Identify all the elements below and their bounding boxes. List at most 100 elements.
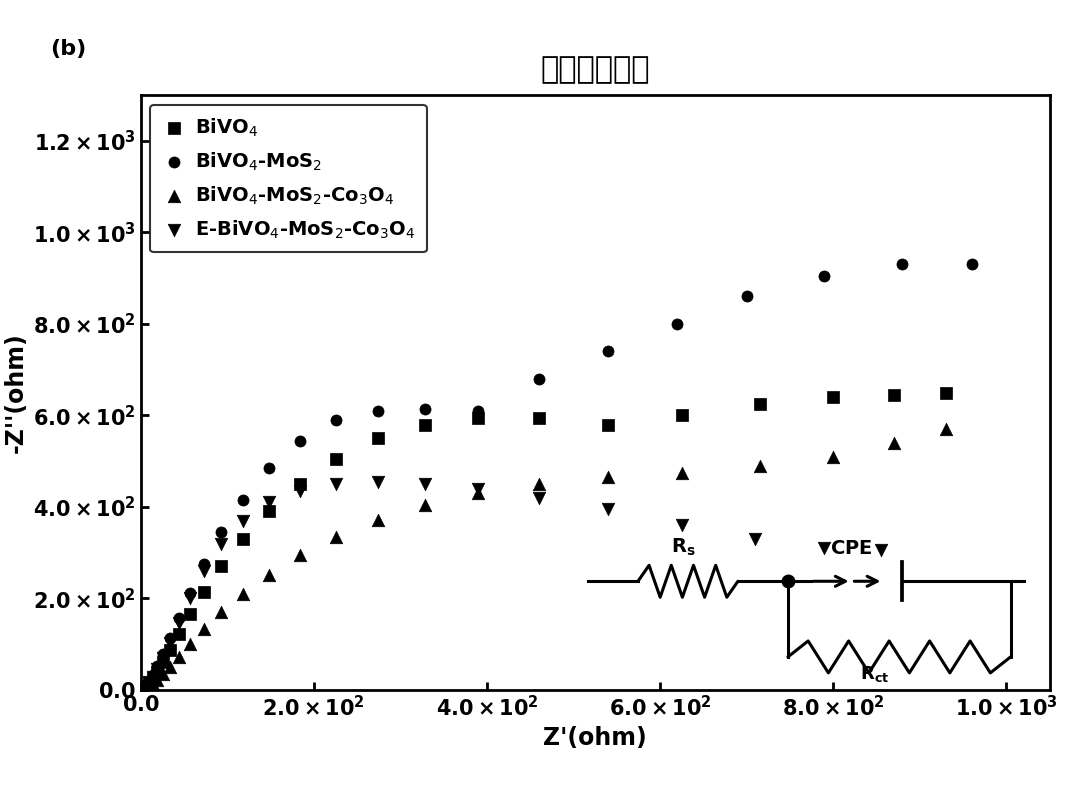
- BiVO$_4$-MoS$_2$-Co$_3$O$_4$: [824, 450, 842, 463]
- BiVO$_4$-MoS$_2$-Co$_3$O$_4$: [134, 683, 151, 695]
- BiVO$_4$-MoS$_2$-Co$_3$O$_4$: [291, 549, 308, 561]
- E-BiVO$_4$-MoS$_2$-Co$_3$O$_4$: [234, 515, 251, 527]
- Legend: BiVO$_4$, BiVO$_4$-MoS$_2$, BiVO$_4$-MoS$_2$-Co$_3$O$_4$, E-BiVO$_4$-MoS$_2$-Co$: BiVO$_4$, BiVO$_4$-MoS$_2$, BiVO$_4$-MoS…: [150, 105, 427, 252]
- BiVO$_4$-MoS$_2$: [369, 404, 386, 417]
- BiVO$_4$: [937, 386, 954, 399]
- BiVO$_4$-MoS$_2$-Co$_3$O$_4$: [195, 623, 212, 635]
- BiVO$_4$: [260, 505, 277, 518]
- Text: $\mathbf{R_s}$: $\mathbf{R_s}$: [671, 537, 696, 558]
- E-BiVO$_4$-MoS$_2$-Co$_3$O$_4$: [212, 538, 229, 551]
- E-BiVO$_4$-MoS$_2$-Co$_3$O$_4$: [137, 680, 155, 692]
- BiVO$_4$: [161, 644, 179, 657]
- BiVO$_4$-MoS$_2$-Co$_3$O$_4$: [885, 436, 902, 449]
- E-BiVO$_4$-MoS$_2$-Co$_3$O$_4$: [161, 637, 179, 649]
- X-axis label: Z'(ohm): Z'(ohm): [543, 726, 647, 749]
- BiVO$_4$: [599, 418, 617, 431]
- BiVO$_4$: [141, 676, 158, 689]
- BiVO$_4$-MoS$_2$: [530, 373, 547, 385]
- BiVO$_4$-MoS$_2$-Co$_3$O$_4$: [148, 673, 166, 686]
- BiVO$_4$: [673, 409, 690, 422]
- BiVO$_4$-MoS$_2$-Co$_3$O$_4$: [144, 677, 161, 690]
- E-BiVO$_4$-MoS$_2$-Co$_3$O$_4$: [599, 503, 617, 515]
- BiVO$_4$-MoS$_2$: [170, 611, 187, 624]
- BiVO$_4$: [530, 412, 547, 424]
- BiVO$_4$-MoS$_2$-Co$_3$O$_4$: [141, 680, 158, 692]
- E-BiVO$_4$-MoS$_2$-Co$_3$O$_4$: [369, 475, 386, 488]
- Title: 可见光照射下: 可见光照射下: [540, 56, 650, 85]
- E-BiVO$_4$-MoS$_2$-Co$_3$O$_4$: [155, 652, 172, 665]
- BiVO$_4$: [155, 656, 172, 668]
- BiVO$_4$: [137, 680, 155, 692]
- BiVO$_4$-MoS$_2$-Co$_3$O$_4$: [212, 606, 229, 619]
- BiVO$_4$-MoS$_2$: [599, 345, 617, 358]
- BiVO$_4$-MoS$_2$-Co$_3$O$_4$: [751, 459, 768, 472]
- BiVO$_4$: [470, 412, 487, 424]
- E-BiVO$_4$-MoS$_2$-Co$_3$O$_4$: [415, 477, 433, 490]
- E-BiVO$_4$-MoS$_2$-Co$_3$O$_4$: [144, 670, 161, 683]
- BiVO$_4$: [182, 608, 199, 621]
- E-BiVO$_4$-MoS$_2$-Co$_3$O$_4$: [328, 477, 345, 490]
- BiVO$_4$: [824, 391, 842, 404]
- BiVO$_4$-MoS$_2$-Co$_3$O$_4$: [170, 650, 187, 663]
- BiVO$_4$-MoS$_2$-Co$_3$O$_4$: [415, 499, 433, 511]
- E-BiVO$_4$-MoS$_2$-Co$_3$O$_4$: [134, 682, 151, 695]
- BiVO$_4$: [212, 560, 229, 573]
- BiVO$_4$-MoS$_2$-Co$_3$O$_4$: [260, 569, 277, 581]
- BiVO$_4$-MoS$_2$: [415, 402, 433, 415]
- Y-axis label: -Z''(ohm): -Z''(ohm): [3, 332, 27, 453]
- BiVO$_4$-MoS$_2$: [894, 258, 911, 270]
- BiVO$_4$-MoS$_2$-Co$_3$O$_4$: [470, 487, 487, 500]
- BiVO$_4$-MoS$_2$: [234, 494, 251, 507]
- BiVO$_4$: [144, 672, 161, 684]
- BiVO$_4$-MoS$_2$: [144, 668, 161, 681]
- BiVO$_4$-MoS$_2$: [137, 679, 155, 691]
- BiVO$_4$-MoS$_2$: [291, 435, 308, 447]
- BiVO$_4$-MoS$_2$: [260, 462, 277, 474]
- BiVO$_4$-MoS$_2$-Co$_3$O$_4$: [155, 668, 172, 680]
- BiVO$_4$-MoS$_2$-Co$_3$O$_4$: [328, 531, 345, 543]
- BiVO$_4$-MoS$_2$-Co$_3$O$_4$: [530, 477, 547, 490]
- BiVO$_4$: [885, 389, 902, 401]
- BiVO$_4$-MoS$_2$: [182, 587, 199, 600]
- BiVO$_4$-MoS$_2$-Co$_3$O$_4$: [369, 513, 386, 526]
- BiVO$_4$: [234, 533, 251, 546]
- Text: $\mathbf{R_{ct}}$: $\mathbf{R_{ct}}$: [859, 665, 889, 684]
- BiVO$_4$-MoS$_2$: [669, 317, 686, 330]
- BiVO$_4$: [148, 665, 166, 678]
- BiVO$_4$-MoS$_2$: [195, 557, 212, 570]
- BiVO$_4$: [291, 477, 308, 490]
- E-BiVO$_4$-MoS$_2$-Co$_3$O$_4$: [673, 519, 690, 531]
- BiVO$_4$-MoS$_2$: [738, 290, 755, 303]
- BiVO$_4$: [369, 432, 386, 445]
- BiVO$_4$-MoS$_2$-Co$_3$O$_4$: [234, 588, 251, 600]
- BiVO$_4$: [195, 585, 212, 598]
- BiVO$_4$: [751, 397, 768, 410]
- BiVO$_4$-MoS$_2$-Co$_3$O$_4$: [673, 466, 690, 479]
- BiVO$_4$-MoS$_2$-Co$_3$O$_4$: [137, 681, 155, 694]
- E-BiVO$_4$-MoS$_2$-Co$_3$O$_4$: [182, 592, 199, 605]
- E-BiVO$_4$-MoS$_2$-Co$_3$O$_4$: [170, 616, 187, 629]
- E-BiVO$_4$-MoS$_2$-Co$_3$O$_4$: [872, 544, 889, 557]
- BiVO$_4$-MoS$_2$: [328, 414, 345, 427]
- BiVO$_4$: [415, 418, 433, 431]
- BiVO$_4$-MoS$_2$: [816, 270, 833, 282]
- E-BiVO$_4$-MoS$_2$-Co$_3$O$_4$: [195, 565, 212, 577]
- E-BiVO$_4$-MoS$_2$-Co$_3$O$_4$: [260, 496, 277, 508]
- BiVO$_4$-MoS$_2$-Co$_3$O$_4$: [937, 423, 954, 435]
- BiVO$_4$: [328, 453, 345, 465]
- BiVO$_4$-MoS$_2$-Co$_3$O$_4$: [599, 471, 617, 484]
- E-BiVO$_4$-MoS$_2$-Co$_3$O$_4$: [141, 676, 158, 688]
- E-BiVO$_4$-MoS$_2$-Co$_3$O$_4$: [470, 482, 487, 495]
- BiVO$_4$-MoS$_2$: [161, 632, 179, 645]
- BiVO$_4$: [170, 628, 187, 641]
- BiVO$_4$: [134, 682, 151, 695]
- BiVO$_4$-MoS$_2$-Co$_3$O$_4$: [161, 661, 179, 673]
- E-BiVO$_4$-MoS$_2$-Co$_3$O$_4$: [148, 662, 166, 675]
- E-BiVO$_4$-MoS$_2$-Co$_3$O$_4$: [530, 492, 547, 504]
- E-BiVO$_4$-MoS$_2$-Co$_3$O$_4$: [291, 485, 308, 497]
- E-BiVO$_4$-MoS$_2$-Co$_3$O$_4$: [816, 542, 833, 554]
- BiVO$_4$-MoS$_2$: [470, 404, 487, 417]
- BiVO$_4$-MoS$_2$: [155, 648, 172, 661]
- E-BiVO$_4$-MoS$_2$-Co$_3$O$_4$: [747, 533, 764, 546]
- BiVO$_4$-MoS$_2$: [141, 674, 158, 687]
